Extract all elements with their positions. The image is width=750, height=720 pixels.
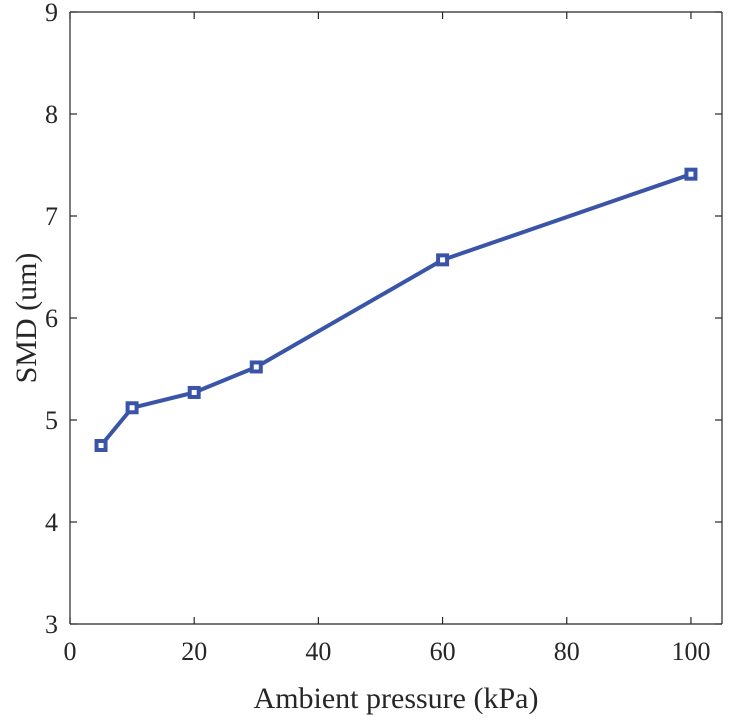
y-ticks: 3 4 5 6 7 8 9 bbox=[45, 0, 722, 639]
y-tick-label-2: 5 bbox=[45, 406, 58, 435]
x-ticks: 0 20 40 60 80 100 bbox=[64, 12, 710, 666]
y-tick-label-0: 3 bbox=[45, 610, 58, 639]
y-tick-label-1: 4 bbox=[45, 508, 58, 537]
y-tick-label-5: 8 bbox=[45, 100, 58, 129]
x-tick-label-5: 100 bbox=[671, 637, 710, 666]
x-axis-label: Ambient pressure (kPa) bbox=[254, 682, 539, 715]
x-tick-label-3: 60 bbox=[430, 637, 456, 666]
y-tick-label-4: 7 bbox=[45, 202, 58, 231]
data-point-center-0 bbox=[98, 443, 104, 448]
series-line-0 bbox=[99, 172, 693, 448]
data-point-center-4 bbox=[440, 257, 446, 263]
series-layer bbox=[94, 167, 698, 452]
axes-frame bbox=[69, 11, 723, 625]
x-tick-label-0: 0 bbox=[64, 637, 77, 666]
data-point-center-2 bbox=[191, 389, 197, 395]
data-point-center-1 bbox=[129, 405, 135, 411]
x-tick-label-2: 40 bbox=[305, 637, 331, 666]
y-axis-label: SMD (um) bbox=[10, 253, 43, 384]
y-tick-label-3: 6 bbox=[45, 304, 58, 333]
data-point-center-5 bbox=[688, 171, 694, 177]
x-tick-label-4: 80 bbox=[554, 637, 580, 666]
data-point-center-3 bbox=[253, 364, 259, 370]
x-tick-label-1: 20 bbox=[181, 637, 207, 666]
y-tick-label-6: 9 bbox=[45, 0, 58, 27]
